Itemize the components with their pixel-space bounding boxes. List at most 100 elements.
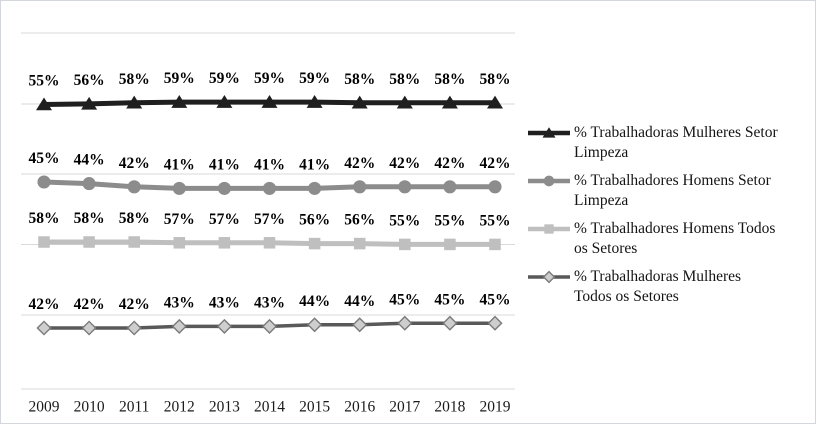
data-point-marker-triangle — [216, 95, 233, 108]
data-point-marker-circle — [443, 180, 457, 194]
x-axis-tick-label: 2017 — [389, 399, 420, 416]
legend-label-line: % Trabalhadoras Mulheres — [574, 268, 742, 285]
legend-circle-marker-icon — [528, 175, 570, 187]
data-label: 57% — [254, 211, 285, 228]
data-point-marker-circle — [127, 180, 141, 194]
data-label: 58% — [389, 71, 420, 88]
data-point-marker-square — [444, 238, 456, 251]
data-point-marker-diamond — [487, 315, 503, 331]
legend-item: % Trabalhadores Homens Todos os Setores — [528, 219, 806, 258]
data-point-marker-square — [489, 238, 501, 251]
x-axis-tick-label: 2009 — [29, 399, 60, 416]
data-label: 58% — [434, 71, 465, 88]
data-point-marker-diamond — [352, 317, 368, 333]
legend-label-line: % Trabalhadoras Mulheres Setor — [574, 124, 778, 141]
data-point-marker-triangle — [261, 95, 278, 108]
data-point-marker-square — [399, 238, 411, 251]
x-axis-tick-label: 2010 — [74, 399, 105, 416]
legend-label: % Trabalhadores Homens Setor Limpeza — [574, 171, 771, 210]
x-axis-tick-label: 2011 — [119, 399, 149, 416]
data-point-marker-square — [263, 237, 276, 249]
data-point-marker-triangle — [81, 96, 98, 110]
data-point-marker-diamond — [216, 318, 232, 334]
data-label: 59% — [209, 70, 240, 87]
data-label: 42% — [119, 296, 150, 313]
data-point-marker-square — [218, 237, 231, 249]
data-label: 58% — [29, 210, 60, 227]
data-label: 44% — [74, 152, 105, 169]
data-label: 42% — [119, 155, 150, 172]
data-point-marker-diamond — [261, 318, 278, 334]
data-label: 59% — [164, 70, 195, 87]
data-label: 58% — [119, 210, 150, 227]
data-label: 56% — [74, 72, 105, 89]
data-point-marker-diamond — [171, 318, 187, 334]
x-axis-tick-label: 2016 — [344, 399, 375, 416]
data-label: 58% — [344, 71, 375, 88]
data-label: 55% — [480, 212, 511, 229]
data-label: 59% — [254, 70, 285, 87]
data-label: 55% — [389, 212, 420, 229]
data-label: 43% — [254, 294, 285, 311]
x-axis-tick-label: 2013 — [209, 399, 240, 416]
data-label: 42% — [74, 296, 105, 313]
data-point-marker-circle — [308, 181, 322, 195]
legend-label-line: Limpeza — [574, 191, 629, 209]
data-point-marker-diamond — [126, 320, 142, 336]
data-point-marker-triangle — [171, 95, 188, 108]
data-point-marker-triangle — [306, 95, 323, 108]
data-point-marker-circle — [37, 175, 51, 189]
data-label: 42% — [434, 155, 465, 172]
data-label: 58% — [119, 71, 150, 88]
data-point-marker-circle — [353, 180, 367, 194]
data-point-marker-triangle — [36, 97, 52, 111]
data-point-marker-diamond — [81, 320, 97, 336]
data-point-marker-triangle — [542, 127, 556, 138]
data-label: 42% — [344, 155, 375, 172]
data-point-marker-square — [353, 237, 366, 250]
data-point-marker-diamond — [307, 317, 323, 333]
data-label: 41% — [164, 156, 195, 173]
data-label: 41% — [209, 156, 240, 173]
data-label: 44% — [344, 293, 375, 310]
data-point-marker-circle — [398, 180, 412, 194]
data-label: 45% — [434, 291, 465, 308]
data-point-marker-diamond — [442, 315, 458, 331]
data-label: 57% — [209, 211, 240, 228]
data-point-marker-diamond — [36, 320, 52, 336]
data-label: 55% — [29, 73, 60, 90]
data-label: 59% — [299, 70, 330, 87]
data-label: 55% — [434, 212, 465, 229]
data-point-marker-triangle — [441, 95, 458, 109]
legend-label: % Trabalhadoras Mulheres Setor Limpeza — [574, 123, 778, 162]
data-label: 44% — [299, 293, 330, 310]
data-point-marker-triangle — [351, 95, 368, 109]
data-label: 41% — [299, 156, 330, 173]
legend-label-line: Todos os Setores — [574, 287, 679, 305]
legend-square-marker-icon — [528, 224, 570, 234]
data-point-marker-triangle — [126, 95, 143, 109]
data-point-marker-triangle — [396, 95, 413, 109]
data-label: 45% — [480, 291, 511, 308]
legend-label: % Trabalhadores Homens Todos os Setores — [574, 219, 775, 258]
data-label: 58% — [480, 71, 511, 88]
legend-label-line: % Trabalhadores Homens Todos — [574, 220, 776, 237]
data-point-marker-circle — [82, 177, 96, 191]
data-label: 42% — [29, 296, 60, 313]
chart-legend: % Trabalhadoras Mulheres Setor Limpeza% T… — [528, 123, 806, 315]
data-point-marker-circle — [488, 180, 502, 194]
data-label: 43% — [164, 294, 195, 311]
data-label: 42% — [480, 155, 511, 172]
legend-item: % Trabalhadoras Mulheres Setor Limpeza — [528, 123, 806, 162]
data-label: 42% — [389, 155, 420, 172]
x-axis-tick-label: 2018 — [434, 399, 465, 416]
data-point-marker-square — [83, 236, 95, 248]
x-axis-tick-label: 2012 — [164, 399, 195, 416]
data-point-marker-square — [38, 236, 50, 248]
legend-triangle-marker-icon — [528, 127, 570, 138]
data-point-marker-circle — [543, 175, 555, 187]
data-label: 41% — [254, 156, 285, 173]
data-point-marker-circle — [217, 181, 231, 195]
legend-label-line: % Trabalhadores Homens Setor — [574, 172, 771, 189]
